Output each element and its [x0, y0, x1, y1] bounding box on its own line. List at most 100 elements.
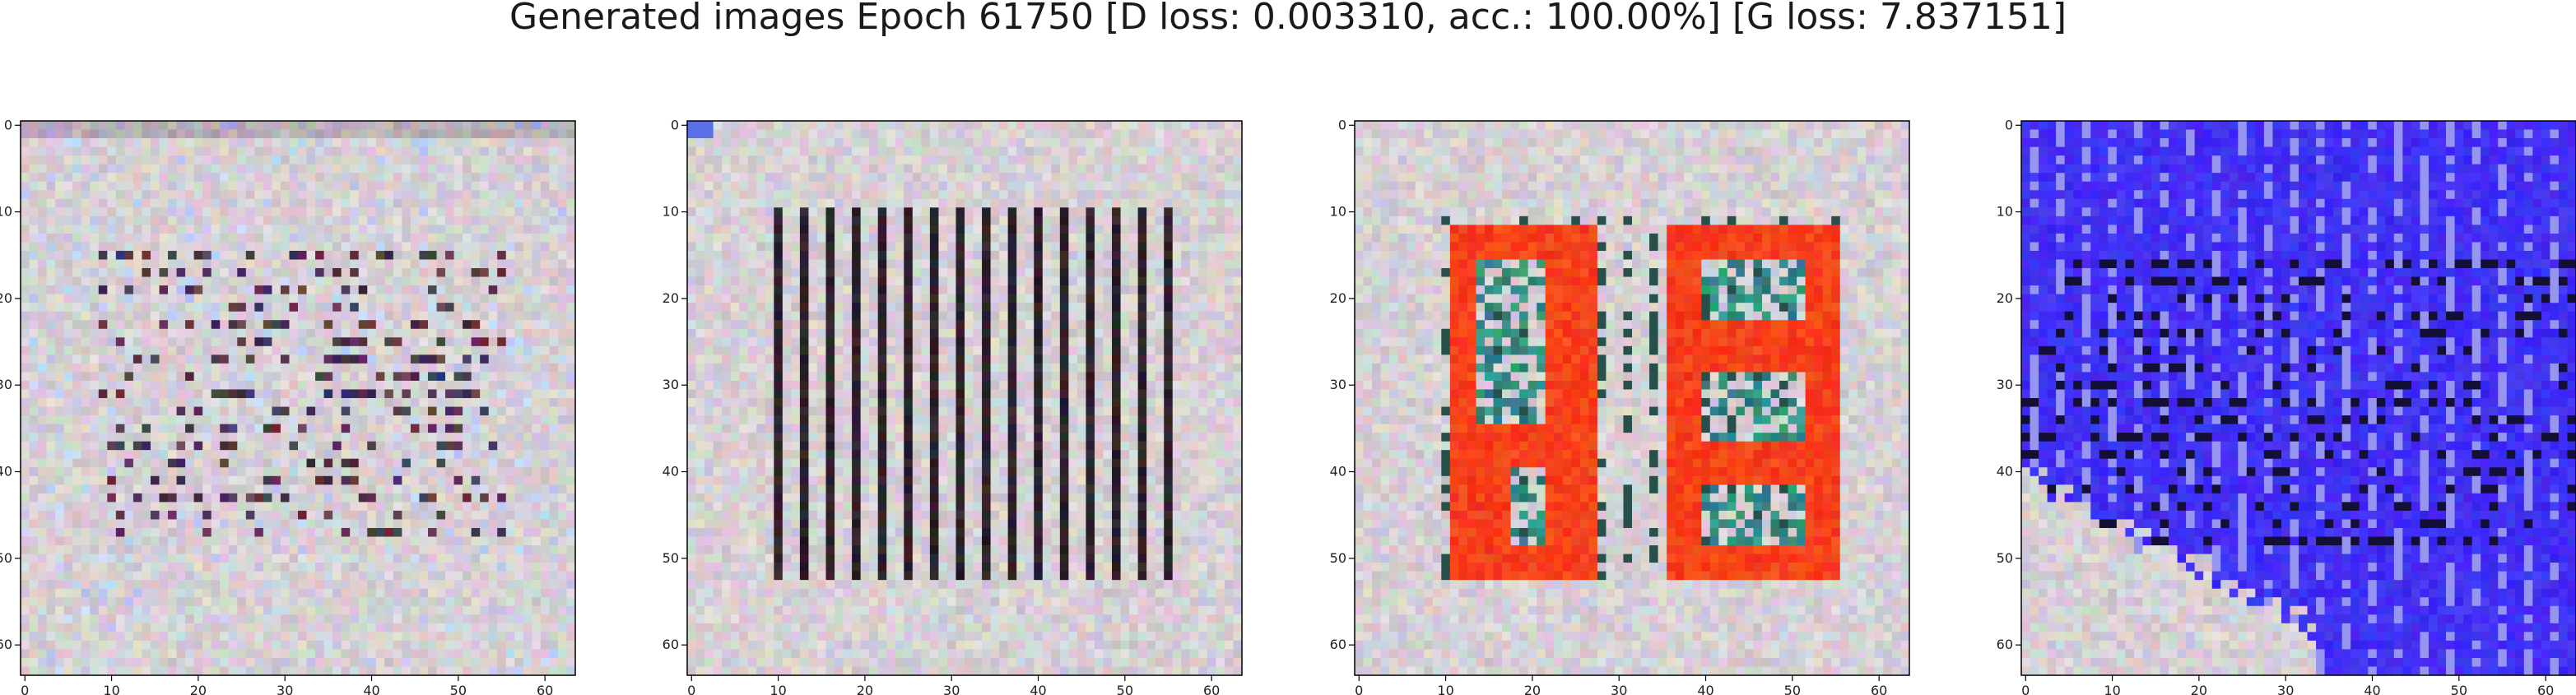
- image-pixel: [505, 363, 515, 373]
- image-pixel: [98, 475, 108, 485]
- image-pixel: [549, 614, 559, 624]
- image-pixel: [453, 580, 463, 590]
- image-pixel: [410, 164, 421, 174]
- image-pixel: [488, 632, 498, 642]
- image-pixel: [1233, 138, 1243, 148]
- image-pixel: [237, 433, 247, 442]
- image-pixel: [497, 268, 507, 278]
- image-pixel: [453, 571, 463, 581]
- image-pixel: [774, 225, 783, 234]
- image-pixel: [142, 320, 151, 330]
- image-pixel: [540, 233, 551, 243]
- image-pixel: [185, 510, 195, 521]
- image-pixel: [21, 588, 30, 598]
- image-pixel: [254, 173, 264, 183]
- image-pixel: [1094, 173, 1104, 183]
- image-pixel: [220, 233, 230, 243]
- image-pixel: [350, 363, 360, 373]
- image-pixel: [436, 475, 446, 485]
- image-pixel: [185, 649, 195, 659]
- image-pixel: [193, 276, 203, 286]
- image-pixel: [237, 389, 247, 399]
- image-pixel: [289, 155, 299, 165]
- image-pixel: [514, 666, 524, 676]
- image-pixel: [46, 198, 56, 208]
- image-pixel: [756, 173, 766, 183]
- image-pixel: [29, 138, 39, 148]
- image-pixel: [549, 484, 559, 494]
- image-pixel: [98, 146, 108, 156]
- image-pixel: [150, 215, 160, 225]
- image-pixel: [523, 484, 532, 494]
- image-pixel: [799, 181, 810, 191]
- image-pixel: [168, 328, 178, 338]
- image-pixel: [21, 406, 30, 416]
- image-pixel: [384, 372, 394, 382]
- image-pixel: [46, 233, 56, 243]
- image-pixel: [695, 190, 705, 200]
- image-pixel: [523, 580, 532, 590]
- image-pixel: [228, 467, 238, 477]
- image-pixel: [272, 563, 281, 572]
- image-pixel: [176, 424, 186, 433]
- image-pixel: [289, 580, 299, 590]
- image-pixel: [1068, 164, 1078, 174]
- image-pixel: [115, 129, 125, 139]
- image-pixel: [1129, 173, 1139, 183]
- image-pixel: [176, 190, 186, 200]
- image-pixel: [107, 121, 117, 131]
- y-tick-label: 30: [0, 377, 12, 392]
- image-pixel: [29, 527, 39, 538]
- image-pixel: [393, 164, 402, 174]
- image-pixel: [436, 554, 446, 563]
- image-pixel: [168, 571, 178, 581]
- image-pixel: [159, 433, 169, 442]
- image-pixel: [557, 424, 568, 433]
- image-pixel: [1137, 146, 1147, 156]
- image-pixel: [488, 545, 498, 555]
- image-pixel: [55, 588, 65, 598]
- image-pixel: [220, 285, 230, 295]
- image-pixel: [463, 493, 472, 503]
- image-pixel: [402, 155, 412, 165]
- image-pixel: [514, 164, 524, 174]
- image-pixel: [237, 519, 247, 529]
- image-pixel: [150, 311, 160, 321]
- image-pixel: [185, 146, 195, 156]
- image-pixel: [220, 173, 230, 183]
- image-pixel: [98, 415, 108, 425]
- image-pixel: [358, 580, 368, 590]
- image-pixel: [514, 441, 524, 451]
- image-pixel: [419, 554, 429, 563]
- image-pixel: [402, 354, 412, 364]
- image-pixel: [193, 545, 203, 555]
- image-pixel: [436, 121, 446, 131]
- image-pixel: [427, 588, 438, 598]
- image-pixel: [107, 666, 117, 676]
- image-pixel: [463, 303, 472, 313]
- image-pixel: [747, 190, 757, 200]
- image-pixel: [1137, 181, 1147, 191]
- image-pixel: [341, 268, 351, 278]
- image-pixel: [98, 242, 108, 252]
- image-pixel: [722, 138, 732, 148]
- image-pixel: [730, 129, 740, 139]
- image-pixel: [202, 311, 212, 321]
- image-pixel: [142, 242, 151, 252]
- image-pixel: [159, 536, 169, 546]
- image-pixel: [410, 545, 421, 555]
- image-pixel: [540, 328, 551, 338]
- image-pixel: [1164, 146, 1174, 156]
- image-pixel: [107, 632, 117, 642]
- image-pixel: [115, 605, 125, 615]
- image-pixel: [791, 190, 801, 200]
- image-pixel: [306, 605, 316, 615]
- image-pixel: [816, 155, 827, 165]
- image-pixel: [323, 632, 333, 642]
- image-pixel: [436, 207, 446, 217]
- image-pixel: [384, 380, 394, 391]
- image-pixel: [202, 467, 212, 477]
- image-pixel: [816, 198, 827, 208]
- image-pixel: [21, 285, 30, 295]
- image-pixel: [185, 337, 195, 347]
